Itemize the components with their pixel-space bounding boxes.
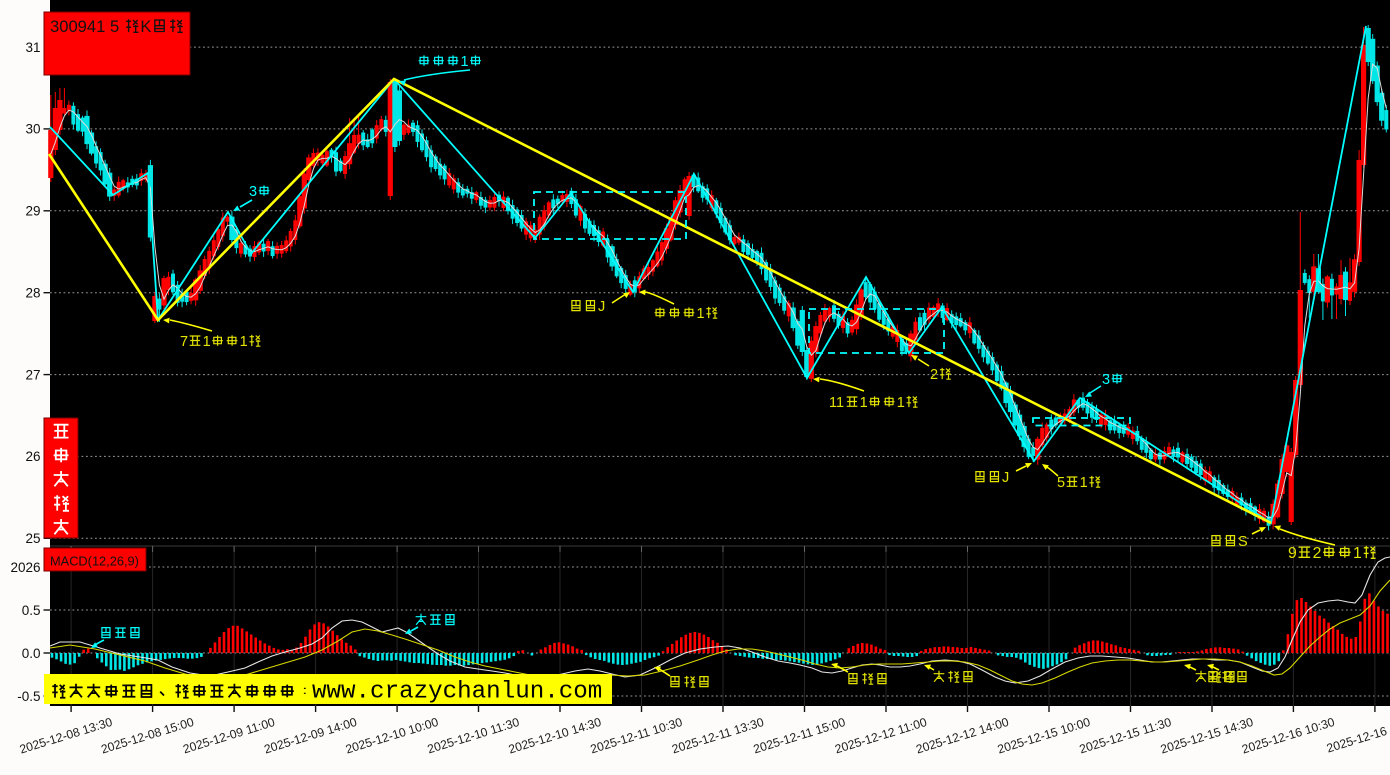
- svg-text:K: K: [140, 17, 151, 36]
- svg-text:2: 2: [930, 367, 938, 383]
- svg-text:J: J: [1002, 470, 1009, 486]
- svg-text:25: 25: [25, 531, 40, 546]
- svg-text:5: 5: [1057, 475, 1065, 491]
- svg-text:3: 3: [249, 184, 257, 200]
- svg-text:11: 11: [829, 395, 844, 411]
- svg-text:29: 29: [25, 204, 40, 219]
- svg-text:MACD(12,26,9): MACD(12,26,9): [50, 554, 139, 569]
- svg-text:9: 9: [1288, 545, 1297, 562]
- svg-text:1: 1: [203, 334, 211, 350]
- svg-text:27: 27: [25, 367, 40, 382]
- svg-text:1: 1: [697, 306, 705, 322]
- svg-text:7: 7: [180, 334, 188, 350]
- svg-text:1: 1: [240, 334, 248, 350]
- svg-text:31: 31: [25, 40, 40, 55]
- svg-text:www.crazychanlun.com: www.crazychanlun.com: [312, 679, 602, 706]
- svg-text:1: 1: [461, 54, 469, 70]
- svg-text:S: S: [1238, 534, 1248, 550]
- svg-text:3: 3: [1102, 372, 1110, 388]
- svg-text:-0.5: -0.5: [17, 689, 40, 704]
- svg-text:1: 1: [1080, 475, 1088, 491]
- svg-text:1: 1: [1353, 545, 1362, 562]
- svg-text:1: 1: [860, 395, 868, 411]
- svg-text:2: 2: [1313, 545, 1322, 562]
- svg-text:0.5: 0.5: [22, 603, 41, 618]
- svg-text:30: 30: [25, 122, 40, 137]
- svg-text:300941 5: 300941 5: [50, 17, 119, 36]
- svg-text:28: 28: [25, 286, 40, 301]
- svg-text:26: 26: [25, 449, 40, 464]
- svg-text:1: 1: [897, 395, 905, 411]
- svg-text:0.0: 0.0: [22, 646, 41, 661]
- svg-text:2026: 2026: [10, 560, 40, 575]
- svg-text:J: J: [598, 299, 605, 315]
